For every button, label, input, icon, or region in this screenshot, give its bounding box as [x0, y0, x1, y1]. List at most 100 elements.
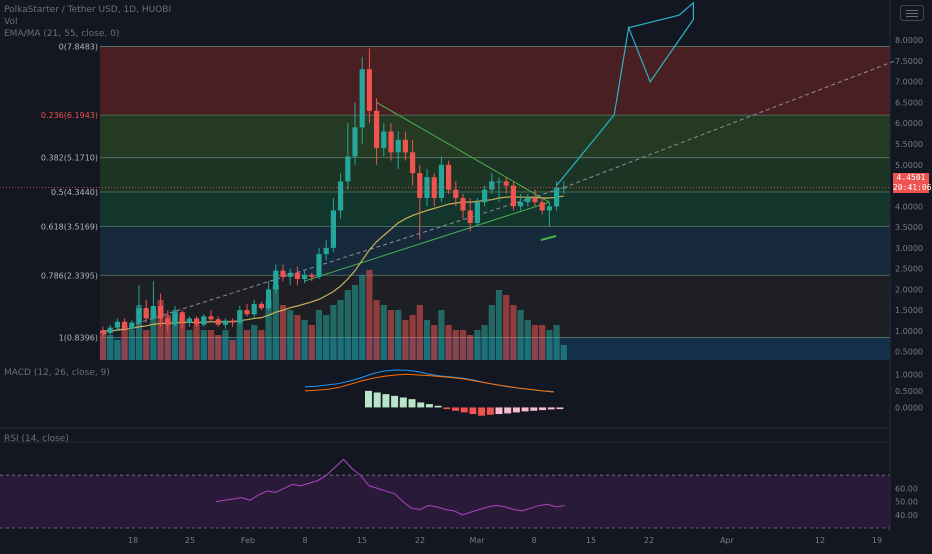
volume-bar [200, 330, 207, 360]
x-axis-label: Apr [720, 536, 735, 545]
y-axis-label: 1.5000 [895, 306, 923, 315]
volume-bar [121, 325, 128, 360]
candle-body [460, 198, 466, 211]
x-axis-label: 8 [531, 536, 536, 545]
macd-histogram-bar [399, 397, 407, 408]
volume-bar [423, 320, 431, 360]
candle-body [201, 316, 207, 325]
volume-bar [251, 325, 258, 360]
volume-bar [366, 270, 373, 360]
volume-bar [229, 340, 236, 360]
projection-path [556, 1, 695, 186]
candle-body [546, 206, 552, 211]
triangle-lower-line [304, 201, 550, 282]
y-axis-label: 2.5000 [895, 265, 923, 274]
volume-bar [114, 340, 121, 360]
volume-bar [351, 285, 359, 360]
macd-histogram-bar [512, 407, 520, 413]
macd-line [304, 369, 554, 393]
fib-label: 0.786(2.3395) [41, 271, 98, 280]
volume-bar [308, 325, 315, 360]
candle-body [366, 69, 372, 111]
x-axis-label: 19 [872, 536, 882, 545]
volume-bar [546, 330, 553, 360]
y-axis-label: 3.0000 [895, 244, 923, 253]
y-axis-label: 5.0000 [895, 161, 923, 170]
candle-body [143, 308, 149, 319]
macd-axis-label: 1.0000 [895, 370, 923, 379]
candle-body [179, 312, 185, 323]
macd-histogram-bar [539, 407, 546, 411]
rsi-axis-label: 60.00 [895, 484, 918, 493]
y-axis-label: 3.5000 [895, 223, 923, 232]
candle-body [323, 247, 329, 255]
volume-bar [150, 310, 157, 360]
volume-bar [287, 310, 294, 360]
candle-body [539, 202, 545, 211]
y-axis-label: 8.0000 [895, 36, 923, 45]
fib-label: 0.382(5.1710) [41, 154, 98, 163]
volume-bar [495, 290, 503, 360]
candle-body [194, 318, 200, 325]
macd-histogram-bar [469, 407, 477, 415]
macd-histogram-bar [478, 407, 486, 416]
breakout-marker [540, 235, 557, 241]
candle-body [453, 189, 459, 198]
chart-legend: PolkaStarter / Tether USD, 1D, HUOBI Vol… [4, 4, 171, 40]
candle-body [554, 187, 560, 207]
fib-zone [100, 157, 890, 193]
menu-button[interactable] [900, 5, 924, 21]
macd-axis-label: 0.0000 [895, 403, 923, 412]
candle-body [244, 310, 250, 315]
candle-body [431, 177, 437, 198]
countdown-tag: 20:41:06 [893, 183, 932, 193]
volume-bar [272, 285, 279, 360]
volume-bar [517, 310, 524, 360]
candle-body [381, 131, 387, 149]
candle-body [230, 320, 236, 323]
candle-body [294, 272, 300, 279]
volume-bar [315, 310, 323, 360]
volume-bar [409, 315, 416, 360]
candle-body [222, 320, 228, 325]
macd-axis-label: 0.5000 [895, 387, 923, 396]
volume-bar [380, 305, 387, 360]
candle-body [518, 202, 524, 207]
volume-bar [467, 335, 474, 360]
volume-bar [531, 325, 539, 360]
y-axis-label: 7.5000 [895, 57, 923, 66]
x-axis-label: 8 [302, 536, 307, 545]
candle-body [359, 69, 365, 128]
volume-bar [279, 305, 287, 360]
y-axis-label: 6.0000 [895, 119, 923, 128]
x-axis-label: 25 [185, 536, 195, 545]
macd-histogram-bar [417, 402, 425, 408]
candle-body [352, 127, 358, 157]
fib-label: 0(7.8483) [59, 42, 98, 51]
x-axis-label: Feb [241, 536, 255, 545]
candle-body [489, 181, 495, 190]
candle-body [251, 303, 257, 315]
candle-body [345, 156, 351, 182]
volume-bar [503, 295, 510, 360]
macd-histogram-bar [391, 395, 399, 408]
candle-body [302, 274, 308, 279]
candle-body [136, 308, 142, 323]
candle-body [417, 173, 423, 198]
signal-line [304, 373, 554, 393]
macd-histogram-bar [547, 407, 555, 410]
y-axis-label: 1.0000 [895, 327, 923, 336]
macd-histogram-bar [486, 407, 494, 415]
candle-body [215, 319, 221, 325]
volume-bar [323, 315, 330, 360]
volume-legend: Vol [4, 17, 18, 27]
volume-bar [416, 305, 423, 360]
x-axis-label: 22 [415, 536, 425, 545]
rsi-title: RSI (14, close) [4, 434, 69, 444]
volume-bar [207, 330, 215, 360]
macd-histogram-bar [530, 407, 538, 411]
candle-body [395, 139, 401, 153]
candle-body [316, 254, 322, 277]
